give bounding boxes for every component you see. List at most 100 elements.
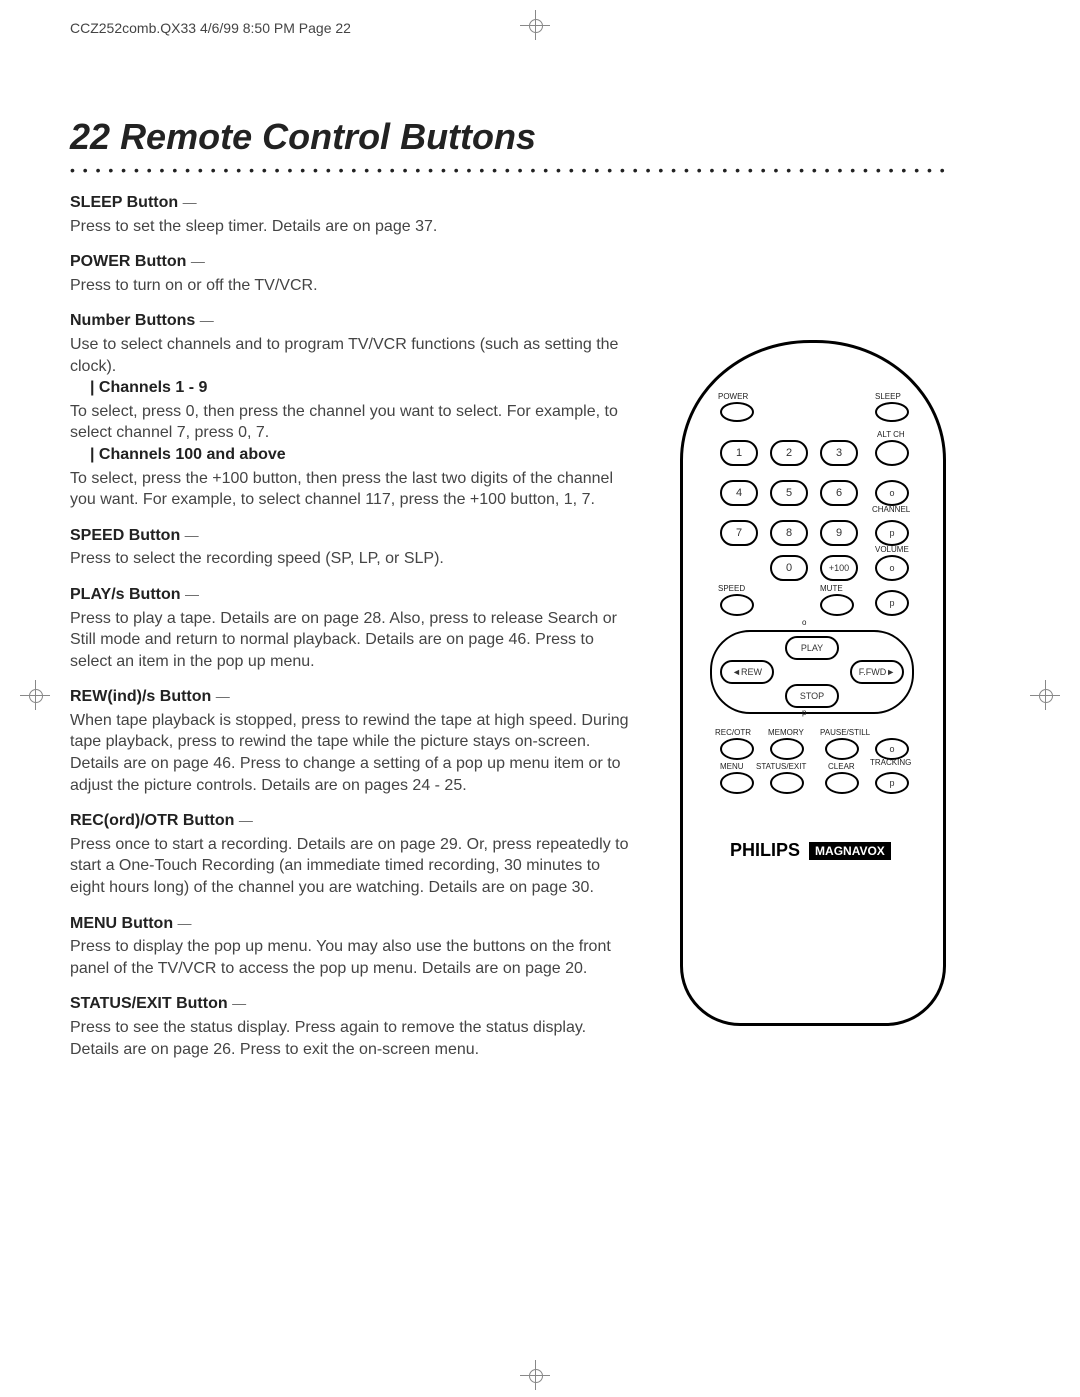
section-body: Press to display the pop up menu. You ma… bbox=[70, 936, 630, 979]
page-header: CCZ252comb.QX33 4/6/99 8:50 PM Page 22 bbox=[70, 20, 1030, 36]
num-2-button[interactable]: 2 bbox=[770, 440, 808, 466]
label-p: p bbox=[802, 708, 806, 717]
section: POWER Button — Press to turn on or off th… bbox=[70, 251, 630, 296]
brand: PHILIPS MAGNAVOX bbox=[730, 840, 891, 861]
volume-up-button[interactable]: o bbox=[875, 555, 909, 581]
section: STATUS/EXIT Button — Press to see the sta… bbox=[70, 993, 630, 1060]
sub-body: To select, press 0, then press the chann… bbox=[70, 401, 630, 444]
rew-button[interactable]: ◄ REW bbox=[720, 660, 774, 684]
section-body: Press to turn on or off the TV/VCR. bbox=[70, 275, 630, 297]
tracking-up-button[interactable]: o bbox=[875, 738, 909, 760]
section-title: SLEEP Button bbox=[70, 194, 183, 211]
menu-button[interactable] bbox=[720, 772, 754, 794]
label-statusexit: STATUS/EXIT bbox=[756, 762, 806, 771]
section: PLAY/s Button — Press to play a tape. Det… bbox=[70, 584, 630, 672]
num-8-button[interactable]: 8 bbox=[770, 520, 808, 546]
section-title: REW(ind)/s Button bbox=[70, 688, 216, 705]
tracking-down-button[interactable]: p bbox=[875, 772, 909, 794]
label-altch: ALT CH bbox=[877, 430, 905, 439]
section: MENU Button —Press to display the pop up… bbox=[70, 913, 630, 980]
sleep-button[interactable] bbox=[875, 402, 909, 422]
section: REC(ord)/OTR Button — Press once to start… bbox=[70, 810, 630, 898]
altch-button[interactable] bbox=[875, 440, 909, 466]
leader-line: — bbox=[232, 995, 246, 1011]
num-1-button[interactable]: 1 bbox=[720, 440, 758, 466]
label-menu: MENU bbox=[720, 762, 744, 771]
num-3-button[interactable]: 3 bbox=[820, 440, 858, 466]
label-recotr: REC/OTR bbox=[715, 728, 751, 737]
memory-button[interactable] bbox=[770, 738, 804, 760]
leader-line: — bbox=[191, 253, 205, 269]
num-6-button[interactable]: 6 bbox=[820, 480, 858, 506]
mute-button[interactable] bbox=[820, 594, 854, 616]
title-text: Remote Control Buttons bbox=[120, 116, 536, 157]
brand-magnavox: MAGNAVOX bbox=[809, 842, 891, 860]
page-number: 22 bbox=[70, 116, 110, 157]
sub-title: | Channels 1 - 9 bbox=[90, 377, 630, 399]
section-body: When tape playback is stopped, press to … bbox=[70, 710, 630, 796]
power-button[interactable] bbox=[720, 402, 754, 422]
section-body: Press to play a tape. Details are on pag… bbox=[70, 608, 630, 673]
section-title: STATUS/EXIT Button bbox=[70, 995, 232, 1012]
label-speed: SPEED bbox=[718, 584, 745, 593]
label-channel: CHANNEL bbox=[872, 505, 910, 514]
label-volume: VOLUME bbox=[875, 545, 909, 554]
section-body: Press to see the status display. Press a… bbox=[70, 1017, 630, 1060]
num-9-button[interactable]: 9 bbox=[820, 520, 858, 546]
leader-line: — bbox=[200, 312, 214, 328]
label-o: o bbox=[802, 618, 806, 627]
num-5-button[interactable]: 5 bbox=[770, 480, 808, 506]
title-dots: • • • • • • • • • • • • • • • • • • • • … bbox=[70, 162, 950, 178]
channel-up-button[interactable]: o bbox=[875, 480, 909, 506]
section: Number Buttons — Use to select channels a… bbox=[70, 310, 630, 510]
section-body: Press to select the recording speed (SP,… bbox=[70, 548, 630, 570]
pausestill-button[interactable] bbox=[825, 738, 859, 760]
label-memory: MEMORY bbox=[768, 728, 804, 737]
ffwd-button[interactable]: F.FWD ► bbox=[850, 660, 904, 684]
stop-button[interactable]: STOP bbox=[785, 684, 839, 708]
plus100-button[interactable]: +100 bbox=[820, 555, 858, 581]
num-4-button[interactable]: 4 bbox=[720, 480, 758, 506]
section-body: Press to set the sleep timer. Details ar… bbox=[70, 216, 630, 238]
sub-body: To select, press the +100 button, then p… bbox=[70, 468, 630, 511]
remote-illustration: POWER SLEEP ALT CH 1 2 3 4 5 6 o CHANNEL… bbox=[680, 340, 940, 1020]
recotr-button[interactable] bbox=[720, 738, 754, 760]
page-title: 22 Remote Control Buttons bbox=[70, 116, 1030, 158]
section-title: MENU Button bbox=[70, 915, 178, 932]
section: SLEEP Button — Press to set the sleep tim… bbox=[70, 192, 630, 237]
leader-line: — bbox=[185, 527, 199, 543]
num-0-button[interactable]: 0 bbox=[770, 555, 808, 581]
brand-philips: PHILIPS bbox=[730, 840, 800, 860]
label-pausestill: PAUSE/STILL bbox=[820, 728, 870, 737]
leader-line: — bbox=[239, 812, 253, 828]
crop-mark-left bbox=[20, 680, 50, 710]
clear-button[interactable] bbox=[825, 772, 859, 794]
leader-line: — bbox=[216, 688, 230, 704]
section-title: SPEED Button bbox=[70, 527, 185, 544]
speed-button[interactable] bbox=[720, 594, 754, 616]
section: SPEED Button — Press to select the record… bbox=[70, 525, 630, 570]
label-tracking: TRACKING bbox=[870, 758, 911, 767]
volume-down-button[interactable]: p bbox=[875, 590, 909, 616]
crop-mark-right bbox=[1030, 680, 1060, 710]
label-power: POWER bbox=[718, 392, 748, 401]
sub-title: | Channels 100 and above bbox=[90, 444, 630, 466]
section-title: PLAY/s Button bbox=[70, 586, 185, 603]
num-7-button[interactable]: 7 bbox=[720, 520, 758, 546]
section-title: POWER Button bbox=[70, 253, 191, 270]
crop-mark-bottom bbox=[520, 1360, 550, 1390]
leader-line: — bbox=[185, 586, 199, 602]
section-title: Number Buttons bbox=[70, 312, 200, 329]
label-sleep: SLEEP bbox=[875, 392, 901, 401]
label-clear: CLEAR bbox=[828, 762, 855, 771]
content-column: SLEEP Button — Press to set the sleep tim… bbox=[70, 192, 630, 1060]
channel-down-button[interactable]: p bbox=[875, 520, 909, 546]
section-title: REC(ord)/OTR Button bbox=[70, 812, 239, 829]
play-button[interactable]: PLAY bbox=[785, 636, 839, 660]
section-body: Use to select channels and to program TV… bbox=[70, 334, 630, 377]
section-body: Press once to start a recording. Details… bbox=[70, 834, 630, 899]
statusexit-button[interactable] bbox=[770, 772, 804, 794]
section: REW(ind)/s Button — When tape playback is… bbox=[70, 686, 630, 796]
leader-line: — bbox=[183, 194, 197, 210]
label-mute: MUTE bbox=[820, 584, 843, 593]
